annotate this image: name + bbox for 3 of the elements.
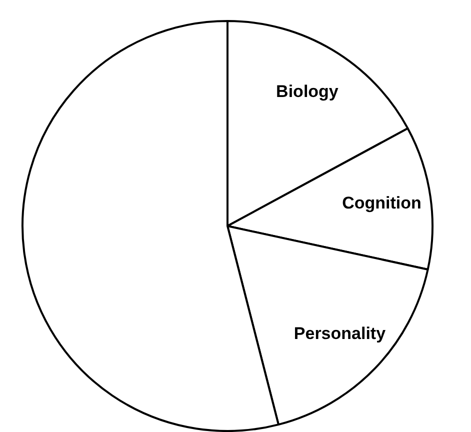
slice-label: Cognition xyxy=(342,194,422,213)
slice-label: Biology xyxy=(276,82,339,101)
slice-label: Personality xyxy=(294,324,386,343)
